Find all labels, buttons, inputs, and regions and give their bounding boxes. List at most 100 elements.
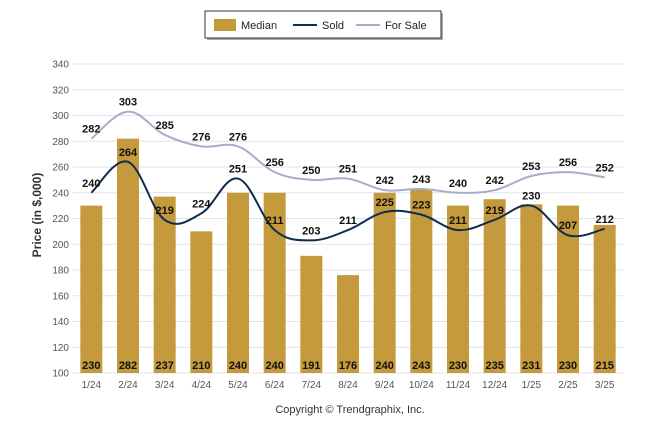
median-bar-label: 235 (485, 360, 503, 372)
median-bar (300, 255, 323, 373)
y-axis-title: Price (in $,000) (30, 173, 44, 258)
x-tick-label: 1/24 (82, 380, 102, 391)
forsale-point-label: 243 (412, 174, 430, 186)
median-bar (190, 231, 213, 373)
x-tick-label: 9/24 (375, 380, 395, 391)
sold-point-label: 240 (82, 178, 100, 190)
median-bar (447, 205, 469, 373)
median-bar (80, 205, 103, 373)
sold-point-label: 203 (302, 225, 320, 237)
median-bar (263, 192, 286, 373)
legend-box (204, 10, 442, 39)
sold-line (90, 160, 605, 242)
y-tick-label: 300 (52, 111, 69, 122)
median-bar (557, 205, 579, 373)
x-tick-label: 6/24 (265, 380, 285, 391)
x-tick-label: 12/24 (482, 380, 507, 391)
x-tick-label: 11/24 (446, 380, 471, 391)
x-tick-label: 3/24 (155, 380, 175, 391)
median-bar (117, 138, 139, 373)
y-tick-label: 220 (52, 214, 69, 225)
forsale-point-label: 250 (302, 165, 320, 177)
y-tick-label: 240 (52, 188, 69, 199)
median-bar-label: 237 (155, 360, 173, 372)
median-bar (520, 204, 543, 373)
legend-median-swatch (214, 19, 236, 31)
forsale-point-label: 242 (485, 175, 503, 187)
forsale-point-label: 276 (229, 131, 247, 143)
median-bar-label: 191 (302, 360, 320, 372)
median-bar (337, 275, 359, 373)
median-bar (593, 224, 616, 373)
median-bar-label: 215 (595, 360, 613, 372)
forsale-point-label: 282 (82, 124, 100, 136)
median-bar-label: 230 (449, 360, 467, 372)
x-tick-label: 3/25 (595, 380, 615, 391)
x-tick-label: 7/24 (302, 380, 322, 391)
forsale-point-label: 256 (559, 157, 577, 169)
sold-point-label: 207 (559, 220, 577, 232)
y-tick-label: 120 (52, 343, 69, 354)
y-tick-label: 340 (52, 60, 69, 71)
y-tick-label: 140 (52, 317, 69, 328)
sold-point-label: 219 (155, 205, 173, 217)
y-tick-label: 200 (52, 240, 69, 251)
median-bar (227, 192, 249, 373)
sold-point-label: 211 (449, 215, 467, 227)
median-bars (80, 138, 616, 373)
legend-forsale-label: For Sale (385, 20, 427, 32)
sold-point-label: 219 (485, 205, 503, 217)
sold-point-label: 224 (192, 198, 211, 210)
x-tick-label: 10/24 (409, 380, 434, 391)
copyright-text: Copyright © Trendgraphix, Inc. (275, 404, 424, 416)
median-bar-label: 240 (375, 360, 393, 372)
x-tick-label: 8/24 (338, 380, 358, 391)
median-bar-label: 240 (229, 360, 247, 372)
sold-point-label: 212 (595, 214, 613, 226)
forsale-point-label: 251 (339, 164, 357, 176)
x-tick-label: 2/24 (118, 380, 138, 391)
median-bar (483, 199, 506, 373)
y-tick-label: 260 (52, 163, 69, 174)
median-bar-label: 176 (339, 360, 357, 372)
median-bar (373, 192, 396, 373)
median-bar-label: 231 (522, 360, 540, 372)
data-labels: 230 282 237 210 240 240 191 176 240 243 230 235 231 2… (82, 97, 614, 372)
forsale-point-label: 285 (155, 120, 173, 132)
sold-point-label: 223 (412, 200, 430, 212)
sold-point-label: 230 (522, 191, 540, 203)
median-bar-label: 230 (82, 360, 100, 372)
axis-ticks: 100 120 140 160 180 200 220 240 260 280 300 320 340 1… (52, 60, 615, 392)
legend-sold-label: Sold (322, 20, 344, 32)
x-tick-label: 1/25 (522, 380, 542, 391)
median-bar (153, 196, 176, 373)
median-bar-label: 230 (559, 360, 577, 372)
forsale-point-label: 242 (375, 175, 393, 187)
forsale-line (90, 110, 605, 194)
median-bar (410, 188, 433, 373)
y-tick-label: 320 (52, 85, 69, 96)
forsale-point-label: 303 (119, 97, 137, 109)
median-bar-label: 210 (192, 360, 210, 372)
sold-point-label: 251 (229, 164, 247, 176)
y-tick-label: 180 (52, 266, 69, 277)
sold-point-label: 211 (266, 215, 284, 227)
y-tick-label: 280 (52, 137, 69, 148)
x-tick-label: 4/24 (192, 380, 212, 391)
x-tick-label: 2/25 (558, 380, 578, 391)
legend-median-label: Median (241, 20, 277, 32)
median-bar-label: 243 (412, 360, 430, 372)
median-bar-label: 240 (265, 360, 283, 372)
median-bar-label: 282 (119, 360, 137, 372)
forsale-point-label: 276 (192, 131, 210, 143)
forsale-point-label: 256 (265, 157, 283, 169)
legend: Median Sold For Sale (204, 10, 443, 40)
y-tick-label: 160 (52, 291, 69, 302)
sold-point-label: 225 (375, 197, 393, 209)
sold-point-label: 211 (339, 215, 357, 227)
forsale-point-label: 253 (522, 161, 540, 173)
y-tick-label: 100 (52, 369, 69, 380)
forsale-point-label: 240 (449, 178, 467, 190)
